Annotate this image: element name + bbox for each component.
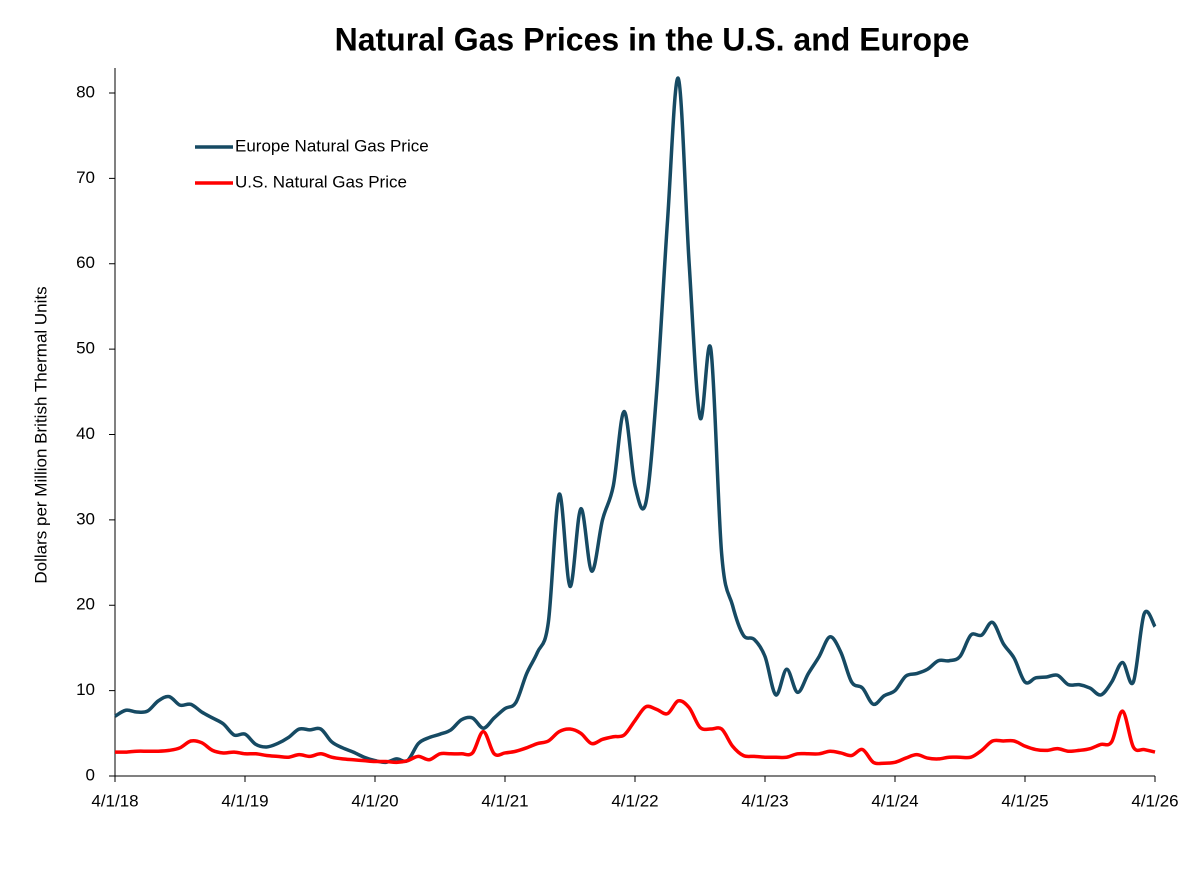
x-tick-label: 4/1/19 (221, 791, 268, 810)
legend-label: Europe Natural Gas Price (235, 136, 429, 155)
x-tick-label: 4/1/25 (1001, 791, 1048, 810)
x-tick-label: 4/1/26 (1131, 791, 1178, 810)
y-tick-label: 80 (76, 82, 95, 101)
series-line (114, 76, 1157, 765)
legend-label: U.S. Natural Gas Price (235, 172, 407, 191)
chart-title: Natural Gas Prices in the U.S. and Europ… (335, 21, 970, 57)
y-tick-label: 40 (76, 424, 95, 443)
y-tick-label: 0 (86, 765, 95, 784)
x-tick-label: 4/1/21 (481, 791, 528, 810)
y-tick-label: 50 (76, 339, 95, 358)
x-tick-label: 4/1/22 (611, 791, 658, 810)
x-tick-label: 4/1/20 (351, 791, 398, 810)
x-tick-label: 4/1/24 (871, 791, 918, 810)
y-tick-label: 70 (76, 168, 95, 187)
y-tick-label: 30 (76, 509, 95, 528)
y-tick-label: 20 (76, 595, 95, 614)
x-tick-label: 4/1/23 (741, 791, 788, 810)
y-tick-label: 60 (76, 253, 95, 272)
x-tick-label: 4/1/18 (91, 791, 138, 810)
series-line (114, 698, 1156, 766)
y-axis-label: Dollars per Million British Thermal Unit… (31, 286, 50, 583)
y-tick-label: 10 (76, 680, 95, 699)
